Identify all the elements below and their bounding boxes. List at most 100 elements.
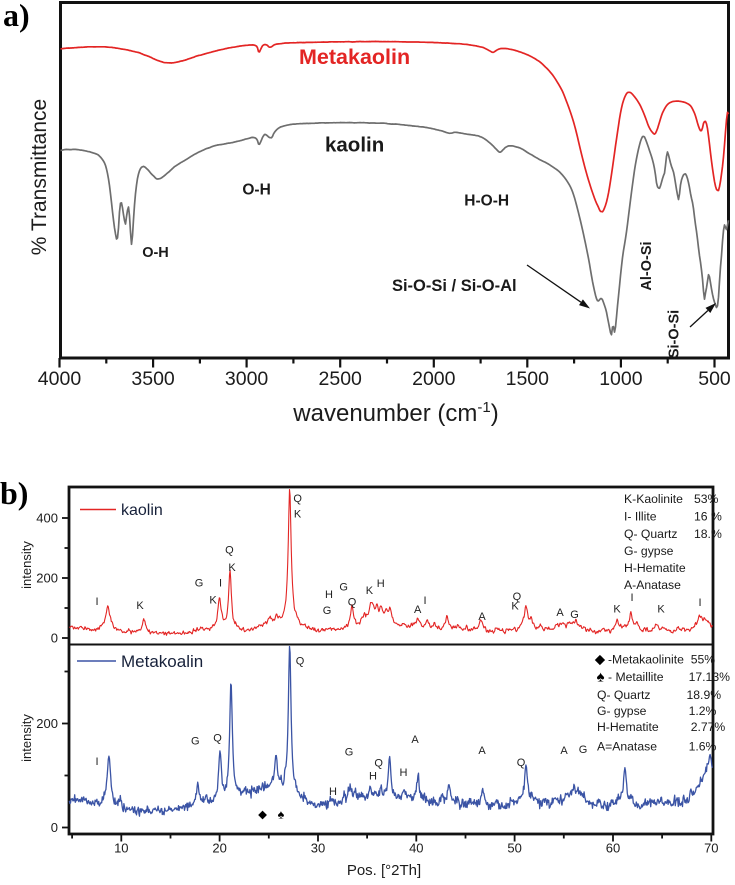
svg-text:G: G xyxy=(323,605,332,617)
svg-text:Si-O-Si / Si-O-Al: Si-O-Si / Si-O-Al xyxy=(392,277,517,295)
svg-text:G- gypse: G- gypse xyxy=(597,704,647,718)
svg-text:A: A xyxy=(560,745,568,757)
svg-text:Q: Q xyxy=(513,591,522,603)
svg-text:-Metakaolinite: -Metakaolinite xyxy=(608,653,684,667)
svg-text:30: 30 xyxy=(311,841,325,856)
svg-text:% Transmittance: % Transmittance xyxy=(28,99,51,255)
svg-text:0: 0 xyxy=(51,820,58,835)
svg-text:4000: 4000 xyxy=(38,368,82,390)
svg-text:G: G xyxy=(345,747,354,759)
svg-text:H: H xyxy=(329,786,337,798)
svg-text:H: H xyxy=(400,767,408,779)
svg-text:A: A xyxy=(478,611,486,623)
svg-text:wavenumber (cm-1): wavenumber (cm-1) xyxy=(292,399,498,427)
svg-text:G: G xyxy=(579,744,588,756)
svg-text:G- gypse: G- gypse xyxy=(624,544,674,558)
svg-text:0: 0 xyxy=(51,631,58,646)
svg-text:20: 20 xyxy=(212,841,226,856)
svg-text:H: H xyxy=(369,770,377,782)
svg-text:Metakaolin: Metakaolin xyxy=(299,45,410,69)
svg-text:♠: ♠ xyxy=(278,808,285,822)
svg-text:Q: Q xyxy=(225,545,234,557)
svg-text:Q- Quartz: Q- Quartz xyxy=(597,688,651,702)
svg-text:18.9%: 18.9% xyxy=(687,688,722,702)
svg-text:1.6%: 1.6% xyxy=(689,740,717,754)
svg-text:H-O-H: H-O-H xyxy=(464,193,509,210)
svg-text:I: I xyxy=(423,595,426,607)
svg-text:A-Anatase: A-Anatase xyxy=(624,578,681,592)
svg-text:G: G xyxy=(570,609,579,621)
svg-text:H: H xyxy=(325,589,333,601)
svg-text:K: K xyxy=(366,585,374,597)
svg-text:2500: 2500 xyxy=(319,368,363,390)
svg-text:I: I xyxy=(219,578,222,590)
svg-text:55%: 55% xyxy=(691,653,716,667)
svg-text:K: K xyxy=(136,600,144,612)
svg-text:50: 50 xyxy=(507,841,521,856)
svg-text:Q: Q xyxy=(348,597,357,609)
svg-text:Q- Quartz: Q- Quartz xyxy=(624,527,678,541)
svg-text:53%: 53% xyxy=(694,492,719,506)
svg-text:I- Illite: I- Illite xyxy=(624,510,657,524)
svg-text:intensity: intensity xyxy=(19,714,34,762)
svg-text:K: K xyxy=(209,594,217,606)
svg-text:60: 60 xyxy=(606,841,620,856)
svg-text:K: K xyxy=(228,562,236,574)
svg-text:A: A xyxy=(411,734,419,746)
svg-text:1.2%: 1.2% xyxy=(689,704,717,718)
svg-text:17.13%: 17.13% xyxy=(689,670,730,684)
svg-text:K-Kaolinite: K-Kaolinite xyxy=(624,492,683,506)
svg-text:- Metaillite: - Metaillite xyxy=(608,670,664,684)
svg-text:kaolin: kaolin xyxy=(121,502,163,519)
svg-text:intensity: intensity xyxy=(19,541,34,589)
svg-text:400: 400 xyxy=(36,511,58,526)
svg-text:3500: 3500 xyxy=(131,368,175,390)
svg-text:Q: Q xyxy=(374,758,383,770)
svg-text:10: 10 xyxy=(114,841,128,856)
svg-text:Pos. [°2Th]: Pos. [°2Th] xyxy=(347,862,421,879)
svg-text:kaolin: kaolin xyxy=(325,134,384,157)
svg-text:2000: 2000 xyxy=(412,368,456,390)
svg-text:O-H: O-H xyxy=(242,182,270,199)
svg-text:2.77%: 2.77% xyxy=(691,720,726,734)
svg-text:A: A xyxy=(414,604,422,616)
svg-text:H-Hematite: H-Hematite xyxy=(624,561,686,575)
svg-text:70: 70 xyxy=(704,841,718,856)
svg-text:H-Hematite: H-Hematite xyxy=(597,720,659,734)
svg-text:40: 40 xyxy=(409,841,423,856)
svg-text:a): a) xyxy=(3,0,30,33)
svg-text:Al-O-Si: Al-O-Si xyxy=(639,241,655,290)
svg-text:K: K xyxy=(294,509,302,521)
svg-text:I: I xyxy=(630,592,633,604)
svg-text:K: K xyxy=(511,601,519,613)
svg-text:b): b) xyxy=(0,475,28,511)
svg-text:K: K xyxy=(657,604,665,616)
svg-text:◆: ◆ xyxy=(595,652,606,667)
svg-text:I: I xyxy=(95,596,98,608)
svg-text:Q: Q xyxy=(517,757,526,769)
svg-text:O-H: O-H xyxy=(142,245,169,261)
svg-text:3000: 3000 xyxy=(225,368,269,390)
svg-text:K: K xyxy=(613,604,621,616)
svg-text:200: 200 xyxy=(36,716,58,731)
svg-text:500: 500 xyxy=(698,368,731,390)
svg-text:A: A xyxy=(556,607,564,619)
svg-text:I: I xyxy=(698,597,701,609)
svg-text:18.%: 18.% xyxy=(694,527,722,541)
svg-text:Metakoalin: Metakoalin xyxy=(121,652,203,671)
svg-text:G: G xyxy=(191,736,200,748)
svg-text:A=Anatase: A=Anatase xyxy=(597,740,657,754)
svg-text:G: G xyxy=(339,582,348,594)
svg-text:◆: ◆ xyxy=(258,809,268,821)
svg-text:1500: 1500 xyxy=(506,368,550,390)
svg-text:Q: Q xyxy=(296,656,305,668)
svg-text:♠: ♠ xyxy=(597,669,605,686)
svg-text:Q: Q xyxy=(213,733,222,745)
svg-text:I: I xyxy=(95,756,98,768)
svg-text:1000: 1000 xyxy=(599,368,643,390)
svg-text:Si-O-Si: Si-O-Si xyxy=(667,310,683,358)
svg-text:16 %: 16 % xyxy=(694,510,722,524)
svg-text:A: A xyxy=(478,745,486,757)
svg-text:H: H xyxy=(377,578,385,590)
svg-text:G: G xyxy=(195,578,204,590)
